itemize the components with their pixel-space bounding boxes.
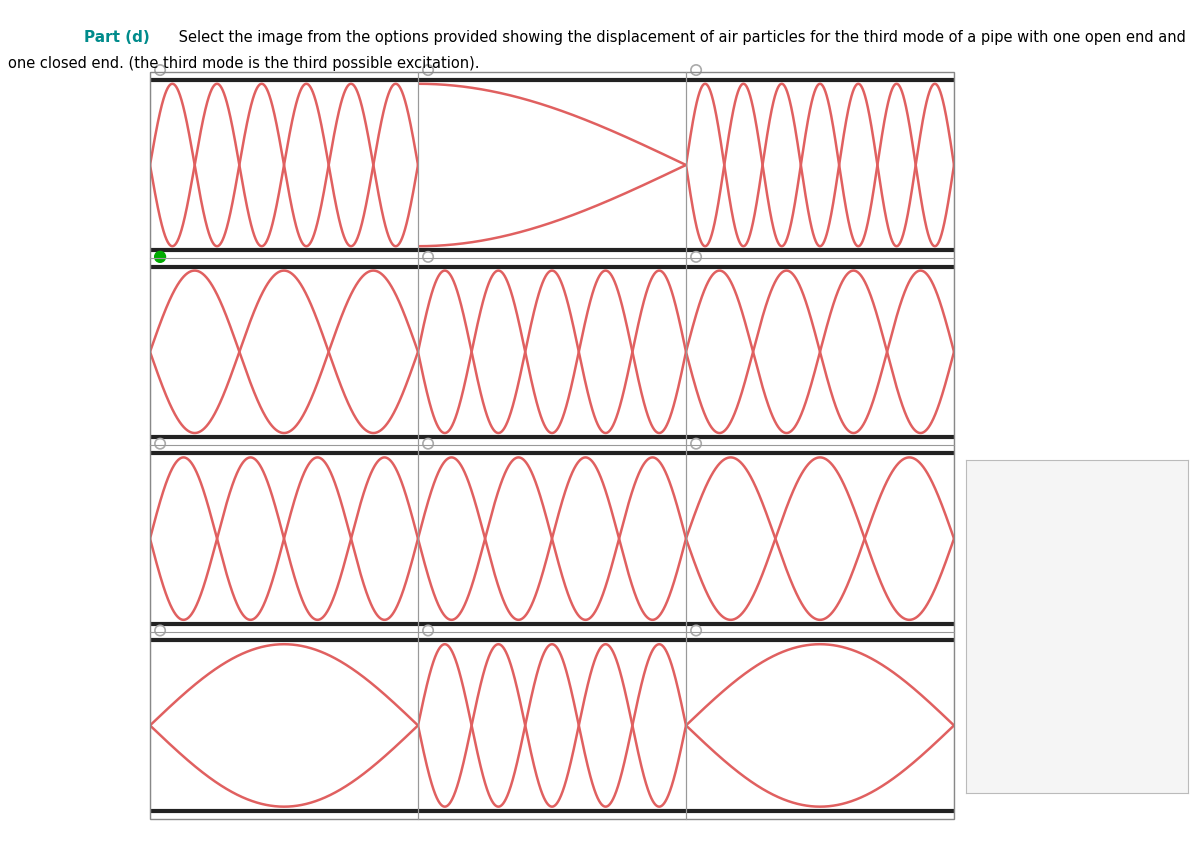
Circle shape [155, 252, 166, 263]
Text: Part (d): Part (d) [84, 30, 150, 45]
Text: Select the image from the options provided showing the displacement of air parti: Select the image from the options provid… [174, 30, 1186, 45]
Text: one closed end. (the third mode is the third possible excitation).: one closed end. (the third mode is the t… [8, 55, 480, 71]
